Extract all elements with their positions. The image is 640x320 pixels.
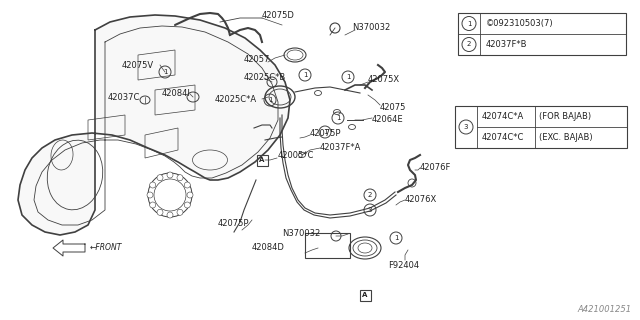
Text: 1: 1 bbox=[346, 74, 350, 80]
Text: 42074C*A: 42074C*A bbox=[482, 112, 524, 121]
Text: A421001251: A421001251 bbox=[578, 305, 632, 314]
Circle shape bbox=[150, 182, 156, 188]
Text: A: A bbox=[259, 157, 265, 163]
Bar bbox=[305, 233, 350, 258]
Text: 42075P: 42075P bbox=[218, 219, 250, 228]
Text: 3: 3 bbox=[464, 124, 468, 130]
Text: 3: 3 bbox=[368, 207, 372, 213]
Bar bbox=[360, 290, 371, 300]
Circle shape bbox=[187, 192, 193, 198]
Text: 42064E: 42064E bbox=[372, 116, 404, 124]
Text: 42084I: 42084I bbox=[162, 89, 191, 98]
Text: 42075V: 42075V bbox=[122, 60, 154, 69]
Circle shape bbox=[167, 212, 173, 218]
Text: 42075D: 42075D bbox=[262, 12, 295, 20]
Text: 1: 1 bbox=[163, 69, 167, 75]
Text: 42076X: 42076X bbox=[405, 196, 437, 204]
Text: 1: 1 bbox=[303, 72, 307, 78]
Bar bbox=[257, 155, 268, 165]
Text: N370032: N370032 bbox=[282, 228, 320, 237]
Bar bbox=[458, 13, 626, 55]
Circle shape bbox=[157, 209, 163, 215]
Text: 1: 1 bbox=[467, 20, 471, 27]
Text: (EXC. BAJAB): (EXC. BAJAB) bbox=[539, 133, 593, 142]
Text: 42075P: 42075P bbox=[310, 129, 342, 138]
Circle shape bbox=[150, 202, 156, 208]
Circle shape bbox=[167, 172, 173, 178]
Text: 42074C*C: 42074C*C bbox=[482, 133, 524, 142]
Circle shape bbox=[184, 202, 190, 208]
Text: 2: 2 bbox=[368, 192, 372, 198]
Text: 42025C*A: 42025C*A bbox=[215, 95, 257, 105]
Text: F92404: F92404 bbox=[388, 260, 419, 269]
Text: 1: 1 bbox=[336, 115, 340, 121]
Text: 1: 1 bbox=[323, 129, 327, 135]
Circle shape bbox=[147, 192, 153, 198]
Text: 42075: 42075 bbox=[380, 102, 406, 111]
Circle shape bbox=[157, 175, 163, 181]
Text: N370032: N370032 bbox=[352, 22, 390, 31]
Text: A: A bbox=[362, 292, 368, 298]
Text: 42057: 42057 bbox=[244, 55, 270, 65]
Text: 1: 1 bbox=[268, 97, 272, 103]
Text: 42005*C: 42005*C bbox=[278, 151, 314, 161]
Text: 42025C*B: 42025C*B bbox=[244, 74, 286, 83]
Text: 2: 2 bbox=[467, 42, 471, 47]
Circle shape bbox=[177, 175, 183, 181]
Text: 1: 1 bbox=[394, 235, 398, 241]
Text: 42037F*A: 42037F*A bbox=[320, 143, 362, 153]
Text: 42075X: 42075X bbox=[368, 76, 400, 84]
Text: 42037F*B: 42037F*B bbox=[486, 40, 527, 49]
Circle shape bbox=[184, 182, 190, 188]
Polygon shape bbox=[18, 15, 290, 235]
Text: (FOR BAJAB): (FOR BAJAB) bbox=[539, 112, 591, 121]
Text: 42037C: 42037C bbox=[108, 92, 140, 101]
Circle shape bbox=[177, 209, 183, 215]
Bar bbox=[455, 106, 627, 148]
Text: 42084D: 42084D bbox=[252, 244, 285, 252]
Text: 42076F: 42076F bbox=[420, 164, 451, 172]
Text: ©092310503(7): ©092310503(7) bbox=[486, 19, 554, 28]
Polygon shape bbox=[53, 240, 85, 256]
Text: ←FRONT: ←FRONT bbox=[90, 244, 122, 252]
